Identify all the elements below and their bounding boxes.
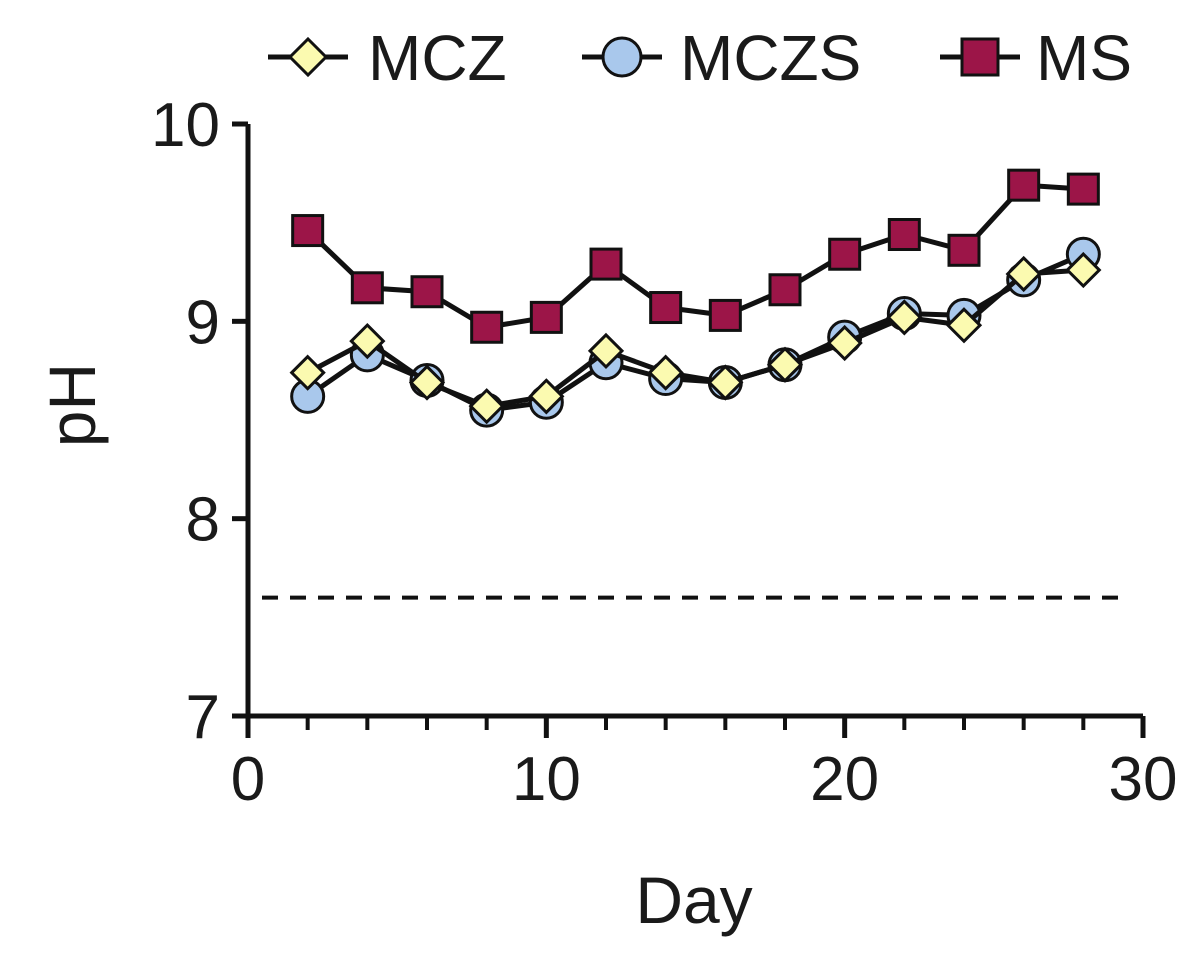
data-point-mcz — [289, 354, 326, 391]
x-axis-title: Day — [635, 863, 752, 937]
legend-marker-mcz — [287, 36, 329, 78]
data-point-ms — [529, 300, 563, 334]
y-tick-label: 8 — [186, 486, 220, 555]
y-tick-label: 10 — [151, 91, 220, 160]
data-point-mcz — [886, 299, 923, 336]
data-point-mcz — [1065, 251, 1102, 289]
legend-marker-mczs — [601, 36, 643, 78]
data-point-ms — [649, 291, 683, 325]
data-point-mcz — [468, 388, 505, 425]
legend-label-mcz: MCZ — [368, 22, 507, 94]
x-tick-label: 30 — [1109, 745, 1178, 814]
y-tick-label: 7 — [186, 683, 220, 752]
legend-marker-ms — [960, 37, 1000, 77]
legend-item-ms: MS — [940, 22, 1132, 94]
y-axis-title: pH — [35, 363, 109, 447]
data-point-ms — [589, 247, 623, 281]
data-point-ms — [1007, 168, 1041, 202]
data-point-mcz — [349, 322, 386, 360]
data-point-ms — [947, 233, 981, 267]
x-tick-label: 20 — [810, 745, 879, 814]
data-point-ms — [291, 214, 325, 248]
series-ms — [291, 168, 1100, 344]
legend-label-ms: MS — [1036, 22, 1132, 94]
data-point-ms — [410, 275, 444, 309]
legend-item-mcz: MCZ — [268, 22, 507, 94]
legend-item-mczs: MCZS — [582, 22, 861, 94]
data-point-ms — [887, 218, 921, 252]
data-point-ms — [1066, 172, 1100, 206]
legend-label-mczs: MCZS — [680, 22, 861, 94]
data-point-ms — [828, 237, 862, 271]
data-point-mcz — [408, 364, 446, 401]
axes: 7 8 9 10 0 10 20 30 — [151, 91, 1177, 814]
data-point-mcz — [587, 332, 625, 370]
data-point-mcz — [1005, 255, 1042, 293]
data-point-ms — [768, 273, 802, 307]
data-point-ms — [350, 271, 384, 305]
data-point-ms — [708, 298, 742, 332]
y-tick-label: 9 — [186, 288, 220, 357]
data-point-ms — [470, 310, 504, 344]
series-layer — [289, 168, 1102, 428]
series-mcz — [289, 251, 1102, 425]
data-point-mcz — [707, 364, 744, 401]
data-point-mcz — [528, 378, 565, 415]
legend: MCZ MCZS MS — [268, 22, 1132, 94]
data-point-mcz — [826, 324, 863, 362]
data-point-mcz — [766, 346, 804, 383]
x-tick-label: 0 — [231, 745, 265, 814]
data-point-mcz — [647, 354, 684, 391]
data-point-mcz — [945, 307, 983, 344]
x-tick-label: 10 — [512, 745, 581, 814]
